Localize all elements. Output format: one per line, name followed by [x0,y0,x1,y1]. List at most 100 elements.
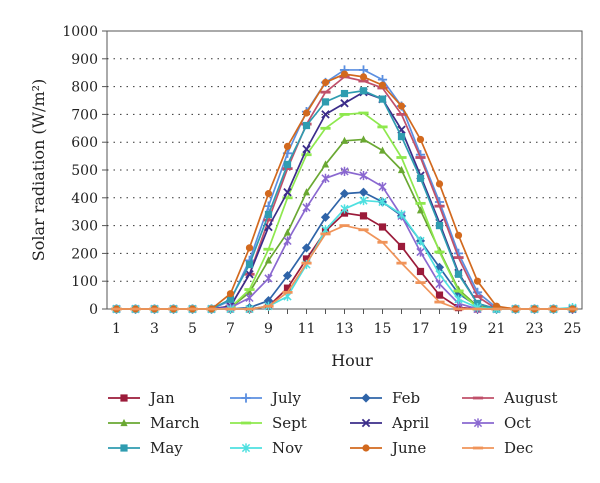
legend-item: April [350,414,429,432]
data-point [263,218,274,222]
data-point [435,222,444,230]
data-point [302,255,311,263]
data-point [435,291,444,299]
y-tick-label: 200 [71,246,98,262]
data-point [434,204,445,208]
data-point [320,212,331,222]
y-tick-label: 400 [71,191,98,207]
data-point [282,271,293,281]
data-point [320,232,331,236]
legend-marker [240,421,252,425]
data-point [454,270,463,278]
legend-marker [472,446,484,450]
data-point [320,90,331,94]
data-point [472,295,483,298]
data-point [283,160,292,169]
data-point [245,270,254,279]
data-point [377,125,388,129]
data-point [397,102,406,110]
series-dec [111,224,578,311]
legend-marker [361,418,371,428]
data-point [529,307,540,311]
data-point [302,109,311,117]
data-point [434,250,445,254]
legend-item: May [108,439,183,457]
data-point [453,256,464,259]
data-point [283,236,292,246]
data-point [302,188,311,196]
data-point [453,307,464,311]
data-point [149,307,160,311]
data-point [378,95,387,103]
data-point [263,304,274,308]
data-point [510,307,521,311]
legend-item: Dec [462,439,533,457]
x-axis-title: Hour [331,351,373,370]
legend-item: June [350,439,426,457]
y-tick-label: 1000 [62,24,98,40]
data-point [396,113,407,116]
x-tick-label: 1 [112,321,121,337]
x-tick-label: 7 [226,321,235,337]
legend-marker [120,394,128,402]
data-point [264,210,273,219]
data-point [301,261,312,265]
x-tick-label: 3 [150,321,159,337]
x-tick-label: 13 [336,321,354,337]
data-point [397,209,406,220]
data-point [321,110,330,119]
data-point [226,290,235,298]
legend-marker [120,444,128,452]
data-point [378,146,387,154]
legend-item: Jan [108,389,175,407]
legend-item: Nov [230,439,303,457]
y-tick-label: 700 [71,107,98,123]
data-point [321,78,330,87]
data-point [111,307,122,311]
data-point [283,142,292,150]
legend-label: March [150,414,200,432]
y-tick-label: 900 [71,52,98,68]
data-point [397,133,406,141]
data-point [282,196,293,200]
data-point [377,240,388,244]
x-axis-ticks: 1 3 5 7 9 11 13 15 17 19 21 23 25 [112,309,581,337]
data-point [491,307,502,311]
data-point [434,300,445,304]
data-point [358,187,369,197]
data-point [416,267,425,276]
data-point [301,153,312,157]
data-point [378,197,387,207]
data-point [339,113,350,116]
data-point [245,288,254,296]
legend-label: June [390,439,426,457]
legend-label: August [503,389,557,407]
data-point [264,256,273,264]
data-point [359,87,368,95]
data-point [397,165,406,174]
y-axis-title: Solar radiation (W/m²) [29,79,48,262]
data-point [416,135,425,144]
legend-item: Oct [462,414,531,432]
x-tick-label: 19 [450,321,468,337]
data-point [358,79,369,83]
data-point [453,289,464,293]
data-point [302,202,311,213]
x-tick-label: 9 [264,321,273,337]
data-point [245,244,254,252]
data-point [435,269,444,279]
legend: Jan July Feb August March Sept April Oct May Nov J… [108,389,557,457]
x-tick-label: 23 [526,321,544,337]
data-point [378,223,387,231]
data-point [435,279,444,289]
legend-marker [120,418,128,427]
data-point [396,261,407,265]
y-tick-label: 500 [71,163,98,179]
legend-label: Oct [504,414,531,432]
legend-marker [473,418,483,428]
legend-item: July [230,389,301,407]
data-point [264,190,273,198]
data-point [283,188,292,197]
legend-label: May [150,439,183,457]
data-point [358,228,369,232]
